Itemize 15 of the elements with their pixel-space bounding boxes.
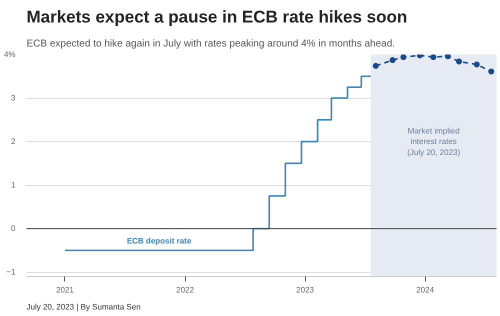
y-tick-label: −1: [6, 268, 16, 277]
series-label: ECB deposit rate: [126, 236, 192, 246]
chart-title: Markets expect a pause in ECB rate hikes soon: [26, 8, 408, 26]
y-tick-label: 0: [11, 224, 16, 234]
chart-subtitle: ECB expected to hike again in July with rates peaking around 4% in months ahead.: [26, 38, 396, 50]
y-tick-label: 3: [11, 94, 16, 103]
text: July 20, 2023 | By Sumanta Sen: [26, 302, 141, 312]
y-tick-label: 1: [11, 180, 16, 190]
x-tick-label: 2023: [296, 286, 315, 294]
x-tick-label: 2024: [416, 286, 435, 294]
y-tick-label: 4%: [4, 50, 16, 59]
x-tick-label: 2022: [176, 286, 194, 294]
y-tick-label: 2: [11, 137, 16, 146]
band-label: Market implied interest rates (July 20, 2023): [407, 126, 460, 157]
x-tick-label: 2021: [56, 286, 74, 294]
